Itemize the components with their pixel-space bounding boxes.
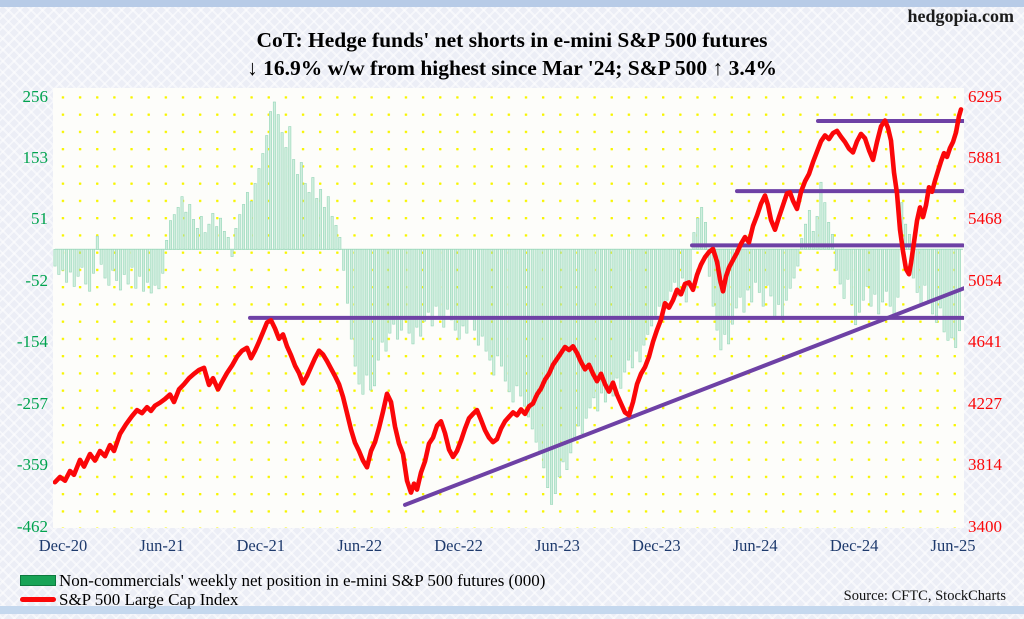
left-axis-tick: -257	[16, 393, 48, 413]
source-credit: Source: CFTC, StockCharts	[843, 588, 1006, 604]
x-axis-tick: Dec-20	[38, 536, 88, 555]
left-axis-tick: 256	[22, 86, 49, 106]
window-top-border	[0, 0, 1024, 7]
legend-row-sp500: S&P 500 Large Cap Index	[20, 590, 545, 609]
sp500-line	[53, 107, 964, 495]
left-axis-tick: -52	[25, 270, 48, 290]
left-axis-tick: -462	[16, 516, 48, 536]
window-bottom-border	[0, 606, 1024, 614]
ascending-trendline	[403, 286, 964, 507]
right-axis-tick: 4227	[968, 393, 1002, 413]
x-axis-tick: Jun-23	[534, 536, 580, 555]
legend-label-sp500: S&P 500 Large Cap Index	[59, 589, 239, 609]
net-position-swatch-icon	[20, 575, 56, 586]
right-axis-tick: 3814	[968, 455, 1002, 474]
trend-annotations	[248, 119, 964, 507]
right-axis-tick: 6295	[968, 86, 1002, 106]
right-axis-tick: 5054	[968, 270, 1002, 290]
x-axis-tick: Dec-22	[434, 536, 483, 555]
left-axis-tick: -154	[16, 332, 48, 352]
x-axis-tick: Dec-23	[632, 536, 681, 555]
sp500-swatch-icon	[20, 597, 56, 602]
site-watermark: hedgopia.com	[907, 6, 1014, 26]
left-axis-tick: 153	[22, 148, 49, 168]
left-axis-tick: -359	[16, 454, 48, 474]
left-axis-tick: 51	[31, 209, 48, 229]
legend: Non-commercials' weekly net position in …	[20, 571, 545, 609]
x-axis-tick: Jun-25	[930, 536, 976, 555]
x-axis-tick: Jun-22	[337, 536, 383, 555]
right-axis-tick: 5468	[968, 209, 1002, 229]
right-axis-tick: 4641	[968, 332, 1002, 352]
x-axis-tick: Jun-21	[139, 536, 185, 555]
chart-title-line2: ↓ 16.9% w/w from highest since Mar '24; …	[246, 56, 778, 80]
x-axis-tick: Dec-21	[236, 536, 286, 555]
right-axis-tick: 3400	[968, 516, 1002, 536]
right-axis-tick: 5881	[968, 147, 1002, 167]
x-axis-tick: Jun-24	[732, 536, 778, 555]
chart-title: CoT: Hedge funds' net shorts in e-mini S…	[0, 26, 1024, 82]
legend-label-net-position: Non-commercials' weekly net position in …	[59, 570, 546, 590]
legend-row-net-position: Non-commercials' weekly net position in …	[20, 571, 545, 590]
x-axis-tick: Dec-24	[829, 536, 879, 555]
chart-title-line1: CoT: Hedge funds' net shorts in e-mini S…	[256, 28, 768, 52]
